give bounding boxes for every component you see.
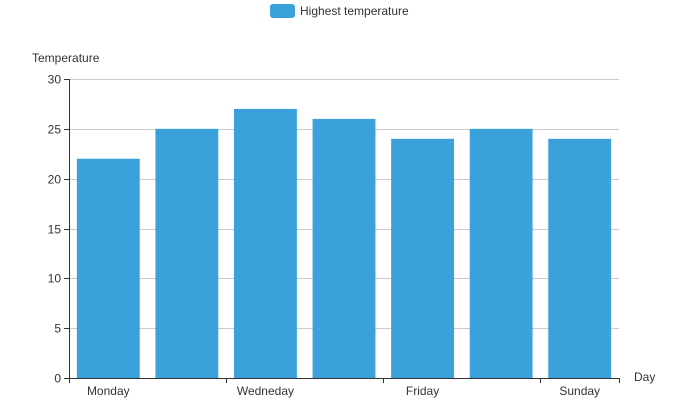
y-tick-label: 20 (48, 173, 62, 187)
x-axis-ticks: Monday Wedneday Friday Sunday (69, 378, 620, 398)
legend[interactable]: Highest temperature (270, 4, 409, 18)
x-tick-label-sunday: Sunday (559, 384, 600, 398)
y-tick-label: 15 (48, 223, 62, 237)
bars (76, 108, 612, 379)
bar-friday[interactable] (391, 138, 454, 378)
bar-wedneday[interactable] (234, 108, 297, 379)
y-tick-label: 10 (48, 272, 62, 286)
bar-saturday[interactable] (469, 128, 533, 378)
y-tick-label: 5 (54, 322, 61, 336)
y-tick-label: 30 (48, 73, 62, 87)
axes (69, 79, 619, 379)
x-tick-label-wedneday: Wedneday (237, 384, 294, 398)
bar-monday[interactable] (76, 158, 140, 378)
bar-thursday[interactable] (312, 118, 376, 379)
x-tick-label-monday: Monday (87, 384, 130, 398)
x-axis-title: Day (634, 370, 655, 384)
y-tick-label: 0 (54, 372, 61, 386)
bar-sunday[interactable] (548, 138, 612, 378)
legend-swatch[interactable] (270, 4, 295, 18)
y-axis-title: Temperature (32, 51, 100, 65)
y-tick-label: 25 (48, 123, 62, 137)
bar-tuesday[interactable] (155, 128, 219, 378)
y-axis-ticks: 0 5 10 15 20 25 30 (48, 73, 69, 386)
x-tick-label-friday: Friday (406, 384, 439, 398)
legend-label-highest-temperature[interactable]: Highest temperature (300, 4, 409, 18)
